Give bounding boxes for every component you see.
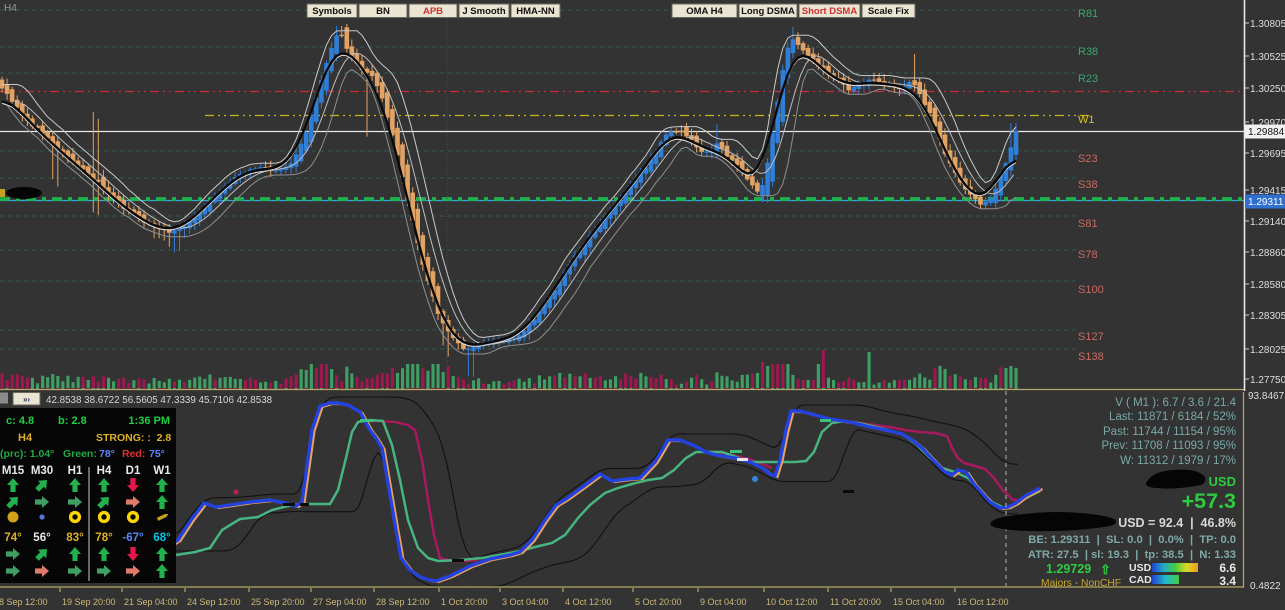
svg-text:(prc): 1.04°: (prc): 1.04° — [0, 448, 54, 460]
svg-text:1.30525: 1.30525 — [1250, 52, 1285, 63]
svg-text:3 Oct 04:00: 3 Oct 04:00 — [502, 597, 549, 607]
svg-text:1.28580: 1.28580 — [1250, 280, 1285, 291]
svg-text:S138: S138 — [1078, 351, 1104, 363]
svg-text:M30: M30 — [31, 465, 53, 477]
svg-text:CAD: CAD — [1129, 574, 1152, 586]
svg-text:J Smooth: J Smooth — [462, 6, 505, 17]
svg-text:1.28305: 1.28305 — [1250, 311, 1285, 322]
svg-text:6.6: 6.6 — [1219, 561, 1236, 575]
svg-text:93.8467: 93.8467 — [1248, 391, 1285, 402]
svg-text:⇧: ⇧ — [1100, 562, 1111, 577]
svg-text:STRONG: : 2.8: STRONG: : 2.8 — [96, 432, 171, 444]
svg-text:Symbols: Symbols — [312, 6, 352, 17]
svg-text:ATR: 27.5 | sl: 19.3 | tp:: ATR: 27.5 | sl: 19.3 | tp: 38.5 | N: 1.3… — [1028, 549, 1236, 561]
svg-text:1.30805: 1.30805 — [1250, 19, 1285, 30]
svg-text:1.29140: 1.29140 — [1250, 217, 1285, 228]
svg-text:Green:: Green: — [63, 448, 97, 460]
svg-text:M15: M15 — [2, 465, 25, 477]
svg-text:1 Oct 20:00: 1 Oct 20:00 — [441, 597, 488, 607]
svg-text:83°: 83° — [66, 532, 84, 544]
svg-text:1.29970: 1.29970 — [1250, 118, 1285, 129]
svg-text:H1: H1 — [68, 465, 83, 477]
svg-text:W1: W1 — [153, 465, 171, 477]
svg-text:Prev: 11708 / 11093 / 95%: Prev: 11708 / 11093 / 95% — [1102, 440, 1236, 452]
svg-text:74°: 74° — [4, 532, 22, 544]
svg-text:78°: 78° — [99, 448, 115, 460]
svg-text:1.28860: 1.28860 — [1250, 248, 1285, 259]
svg-text:5 Oct 20:00: 5 Oct 20:00 — [635, 597, 682, 607]
svg-text:27 Sep 04:00: 27 Sep 04:00 — [313, 597, 367, 607]
svg-text:Majors - NonCHF: Majors - NonCHF — [1041, 578, 1121, 589]
svg-text:21 Sep 04:00: 21 Sep 04:00 — [124, 597, 178, 607]
svg-text:BN: BN — [376, 6, 390, 17]
svg-text:11 Oct 20:00: 11 Oct 20:00 — [830, 597, 881, 607]
svg-text:1.27750: 1.27750 — [1250, 375, 1285, 386]
svg-text:R81: R81 — [1078, 8, 1098, 20]
svg-text:56°: 56° — [33, 532, 51, 544]
svg-text:BE: 1.29311 | SL: 0.0 | 0.: BE: 1.29311 | SL: 0.0 | 0.0% | TP: 0.0 — [1028, 534, 1236, 546]
svg-text:S23: S23 — [1078, 153, 1098, 165]
svg-text:-67°: -67° — [122, 532, 144, 544]
svg-text:25 Sep 20:00: 25 Sep 20:00 — [251, 597, 305, 607]
svg-text:R38: R38 — [1078, 46, 1098, 58]
svg-text:1.29311: 1.29311 — [1248, 197, 1284, 208]
svg-text:Scale Fix: Scale Fix — [868, 6, 910, 17]
svg-text:HMA-NN: HMA-NN — [516, 6, 555, 17]
svg-text:+57.3: +57.3 — [1182, 489, 1236, 513]
svg-text:28 Sep 12:00: 28 Sep 12:00 — [376, 597, 430, 607]
svg-text:4 Oct 12:00: 4 Oct 12:00 — [565, 597, 612, 607]
svg-text:H4: H4 — [4, 3, 17, 14]
svg-text:H4: H4 — [97, 465, 112, 477]
svg-text:10 Oct 12:00: 10 Oct 12:00 — [766, 597, 818, 607]
svg-text:1.29695: 1.29695 — [1250, 149, 1285, 160]
svg-text:S81: S81 — [1078, 218, 1098, 230]
svg-text:16 Oct 12:00: 16 Oct 12:00 — [957, 597, 1009, 607]
svg-text:D1: D1 — [126, 465, 141, 477]
svg-text:18 Sep 12:00: 18 Sep 12:00 — [0, 597, 48, 607]
svg-text:1.28025: 1.28025 — [1250, 345, 1285, 356]
svg-text:S38: S38 — [1078, 179, 1098, 191]
svg-text:USD = 92.4 | 46.8%: USD = 92.4 | 46.8% — [1118, 516, 1236, 530]
svg-text:H4: H4 — [18, 432, 33, 444]
svg-text:15 Oct 04:00: 15 Oct 04:00 — [893, 597, 945, 607]
svg-text:c: 4.8: c: 4.8 — [6, 415, 34, 427]
svg-text:3.4: 3.4 — [1219, 574, 1236, 588]
svg-text:S127: S127 — [1078, 331, 1104, 343]
svg-text:Past: 11744 / 11154 / 95%: Past: 11744 / 11154 / 95% — [1103, 426, 1236, 438]
svg-text:68°: 68° — [153, 532, 171, 544]
svg-text:V ( M1 ): 6.7 / 3.6 / 21.4: V ( M1 ): 6.7 / 3.6 / 21.4 — [1115, 397, 1236, 409]
svg-text:78°: 78° — [95, 532, 113, 544]
svg-text:W1: W1 — [1078, 114, 1095, 126]
svg-text:USD: USD — [1209, 474, 1236, 489]
svg-text:b: 2.8: b: 2.8 — [58, 415, 87, 427]
svg-text:W: 11312 / 1979 / 17%: W: 11312 / 1979 / 17% — [1120, 455, 1236, 467]
svg-text:42.8538 38.6722 56.5605 47.333: 42.8538 38.6722 56.5605 47.3339 45.7106 … — [46, 395, 273, 406]
svg-text:Short DSMA: Short DSMA — [802, 6, 858, 17]
svg-text:9 Oct 04:00: 9 Oct 04:00 — [700, 597, 747, 607]
svg-text:»›: »› — [23, 395, 30, 404]
svg-text:75°: 75° — [149, 448, 165, 460]
svg-text:19 Sep 20:00: 19 Sep 20:00 — [62, 597, 116, 607]
svg-text:S100: S100 — [1078, 284, 1104, 296]
svg-text:1:36 PM: 1:36 PM — [128, 415, 170, 427]
svg-text:1.29729: 1.29729 — [1046, 562, 1091, 576]
svg-text:1.29884: 1.29884 — [1248, 127, 1285, 138]
svg-text:Long DSMA: Long DSMA — [741, 6, 795, 17]
svg-text:APB: APB — [423, 6, 443, 17]
svg-text:Last: 11871 / 6184 / 52%: Last: 11871 / 6184 / 52% — [1109, 411, 1236, 423]
svg-text:R23: R23 — [1078, 73, 1098, 85]
svg-text:0.4822: 0.4822 — [1250, 581, 1281, 592]
svg-text:1.29415: 1.29415 — [1250, 186, 1285, 197]
svg-text:S78: S78 — [1078, 249, 1098, 261]
svg-text:1.30250: 1.30250 — [1250, 84, 1285, 95]
svg-text:OMA H4: OMA H4 — [686, 6, 723, 17]
svg-text:24 Sep 12:00: 24 Sep 12:00 — [187, 597, 241, 607]
svg-text:Red:: Red: — [122, 448, 145, 460]
svg-text:USD: USD — [1129, 562, 1152, 574]
